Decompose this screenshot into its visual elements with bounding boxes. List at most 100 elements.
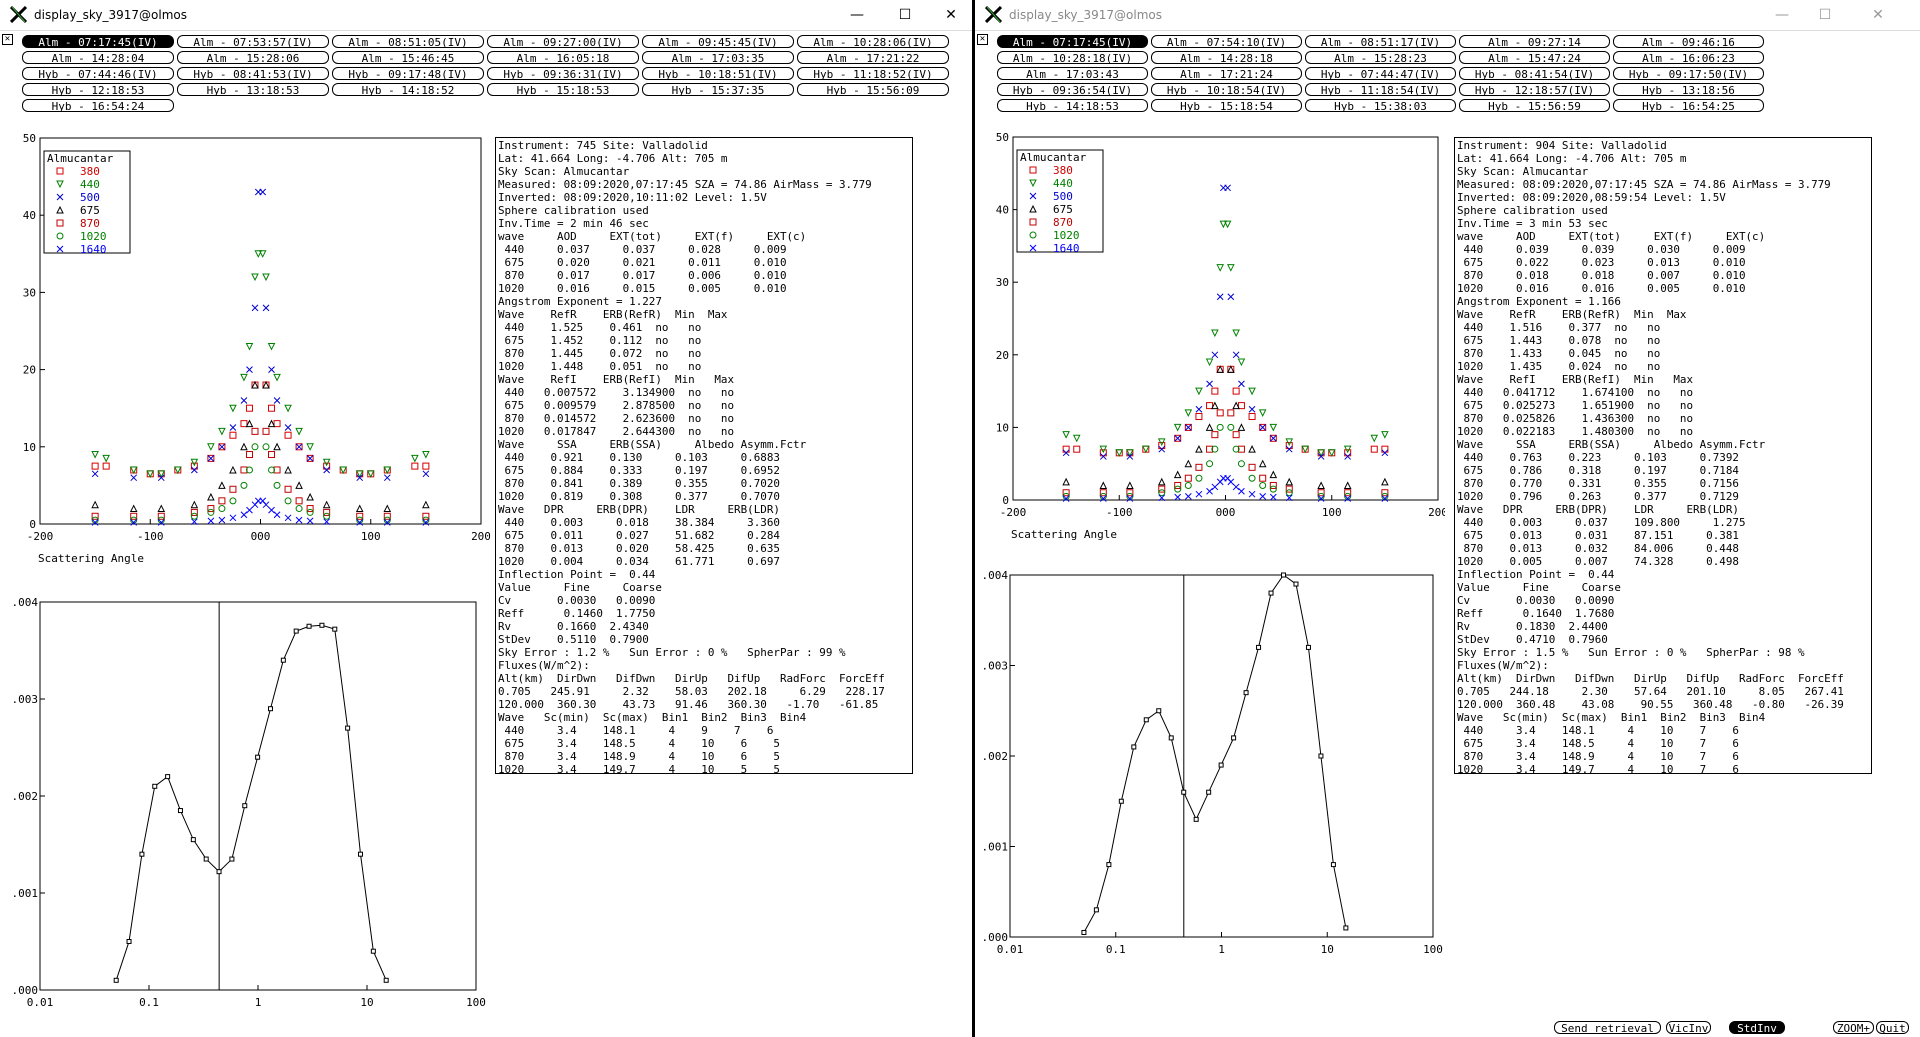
scan-button[interactable]: Hyb - 09:36:54(IV) (997, 83, 1148, 97)
scan-button[interactable]: Hyb - 15:56:09 (797, 83, 949, 97)
data-point (356, 519, 364, 526)
data-point (91, 512, 99, 520)
scan-button[interactable]: Hyb - 11:18:54(IV) (1305, 83, 1456, 97)
scan-button[interactable]: Hyb - 15:37:35 (642, 83, 794, 97)
scan-button[interactable]: Alm - 09:27:14 (1459, 35, 1610, 49)
scan-button[interactable]: Alm - 15:47:24 (1459, 51, 1610, 65)
data-point (1305, 644, 1311, 650)
series-500 (1062, 184, 1389, 460)
legend-marker (56, 167, 64, 175)
scan-button[interactable]: Alm - 15:46:45 (332, 51, 484, 65)
scan-button[interactable]: Hyb - 15:38:03 (1305, 99, 1456, 113)
scan-button[interactable]: Alm - 16:05:18 (487, 51, 639, 65)
data-point (383, 512, 391, 520)
scan-button[interactable]: Hyb - 14:18:52 (332, 83, 484, 97)
data-point (1232, 401, 1240, 410)
scan-button[interactable]: Alm - 16:06:23 (1613, 51, 1764, 65)
scan-button[interactable]: Alm - 17:03:35 (642, 51, 794, 65)
title-bar[interactable]: display_sky_3917@olmos — ☐ ✕ (975, 0, 1920, 31)
scan-button[interactable]: Alm - 17:21:22 (797, 51, 949, 65)
scan-button[interactable]: Alm - 07:17:45(IV) (997, 35, 1148, 49)
scan-button[interactable]: Hyb - 09:17:50(IV) (1613, 67, 1764, 81)
data-point (1126, 449, 1134, 457)
maximize-button[interactable]: ☐ (1818, 7, 1832, 23)
data-point (251, 380, 259, 389)
scan-button[interactable]: Alm - 09:45:45(IV) (642, 35, 794, 49)
data-point (1184, 481, 1192, 489)
data-point (1062, 449, 1070, 457)
scan-button[interactable]: Alm - 14:28:18 (1151, 51, 1302, 65)
data-point (1258, 459, 1267, 468)
title-bar[interactable]: display_sky_3917@olmos — ☐ ✕ (0, 0, 972, 31)
scan-button[interactable]: Hyb - 09:36:31(IV) (487, 67, 639, 81)
scan-button[interactable]: Alm - 08:51:05(IV) (332, 35, 484, 49)
legend-marker (56, 219, 64, 227)
scan-button[interactable]: Hyb - 08:41:54(IV) (1459, 67, 1610, 81)
minimize-button[interactable]: — (850, 7, 864, 23)
minimize-button[interactable]: — (1775, 7, 1789, 23)
scan-button[interactable]: Alm - 17:03:43 (997, 67, 1148, 81)
scan-button[interactable]: Hyb - 14:18:53 (997, 99, 1148, 113)
legend-label: 380 (1053, 164, 1073, 177)
legend-label: 675 (1053, 203, 1073, 216)
close-button[interactable]: ✕ (1872, 7, 1884, 23)
data-point (190, 518, 198, 526)
scan-button[interactable]: Alm - 09:46:16 (1613, 35, 1764, 49)
data-point (1259, 481, 1267, 489)
data-point (190, 458, 199, 467)
scan-button[interactable]: Hyb - 12:18:53 (22, 83, 174, 97)
scan-button[interactable]: Alm - 15:28:23 (1305, 51, 1456, 65)
close-button[interactable]: ✕ (945, 7, 957, 23)
y-tick-label: .000 (12, 984, 39, 997)
stdinv-button[interactable]: StdInv (1729, 1021, 1785, 1035)
series-440 (91, 250, 430, 478)
data-point (1248, 445, 1256, 453)
close-icon[interactable]: ✕ (2, 34, 13, 45)
data-point (1211, 329, 1219, 338)
data-point (1285, 445, 1293, 453)
scan-button[interactable]: Hyb - 16:54:25 (1613, 99, 1764, 113)
scan-button[interactable]: Alm - 07:54:10(IV) (1151, 35, 1302, 49)
scan-button[interactable]: Alm - 17:21:24 (1151, 67, 1302, 81)
data-point (1158, 494, 1166, 502)
x-tick-label: 10 (360, 996, 373, 1009)
scan-button[interactable]: Alm - 14:28:04 (22, 51, 174, 65)
zoom-button[interactable]: ZOOM+ (1833, 1021, 1874, 1035)
data-point (323, 518, 331, 526)
scan-button[interactable]: Hyb - 12:18:57(IV) (1459, 83, 1610, 97)
scan-button[interactable]: Hyb - 15:18:54 (1151, 99, 1302, 113)
scan-button[interactable]: Hyb - 11:18:52(IV) (797, 67, 949, 81)
scan-button[interactable]: Alm - 07:17:45(IV) (22, 35, 174, 49)
data-point (1227, 409, 1235, 417)
quit-button[interactable]: Quit (1876, 1021, 1909, 1035)
scan-button[interactable]: Hyb - 13:18:53 (177, 83, 329, 97)
scan-button[interactable]: Hyb - 15:18:53 (487, 83, 639, 97)
x11-logo-icon (10, 6, 27, 23)
y-tick-label: 50 (23, 132, 36, 145)
data-point (273, 481, 281, 489)
scan-button[interactable]: Hyb - 07:44:46(IV) (22, 67, 174, 81)
scan-button[interactable]: Alm - 15:28:06 (177, 51, 329, 65)
scan-button[interactable]: Hyb - 10:18:54(IV) (1151, 83, 1302, 97)
x-tick-label: 0.1 (1106, 943, 1126, 956)
maximize-button[interactable]: ☐ (898, 7, 912, 23)
data-point (218, 443, 226, 451)
scan-button[interactable]: Hyb - 15:56:59 (1459, 99, 1610, 113)
scan-button[interactable]: Hyb - 13:18:56 (1613, 83, 1764, 97)
scan-button[interactable]: Hyb - 16:54:24 (22, 99, 174, 113)
plot-frame (1009, 574, 1434, 938)
scan-button[interactable]: Hyb - 08:41:53(IV) (177, 67, 329, 81)
scan-button[interactable]: Hyb - 09:17:48(IV) (332, 67, 484, 81)
scan-button[interactable]: Alm - 10:28:18(IV) (997, 51, 1148, 65)
scan-button[interactable]: Alm - 09:27:00(IV) (487, 35, 639, 49)
scan-button[interactable]: Hyb - 07:44:47(IV) (1305, 67, 1456, 81)
close-icon[interactable]: ✕ (977, 34, 988, 45)
vicinv-button[interactable]: VicInv (1666, 1021, 1711, 1035)
scan-button[interactable]: Alm - 08:51:17(IV) (1305, 35, 1456, 49)
scan-button[interactable]: Alm - 10:28:06(IV) (797, 35, 949, 49)
scan-button[interactable]: Hyb - 10:18:51(IV) (642, 67, 794, 81)
scan-button[interactable]: Alm - 07:53:57(IV) (177, 35, 329, 49)
send-retrieval-button[interactable]: Send retrieval (1554, 1021, 1661, 1035)
y-tick-label: 40 (996, 204, 1009, 217)
data-point (262, 501, 270, 509)
